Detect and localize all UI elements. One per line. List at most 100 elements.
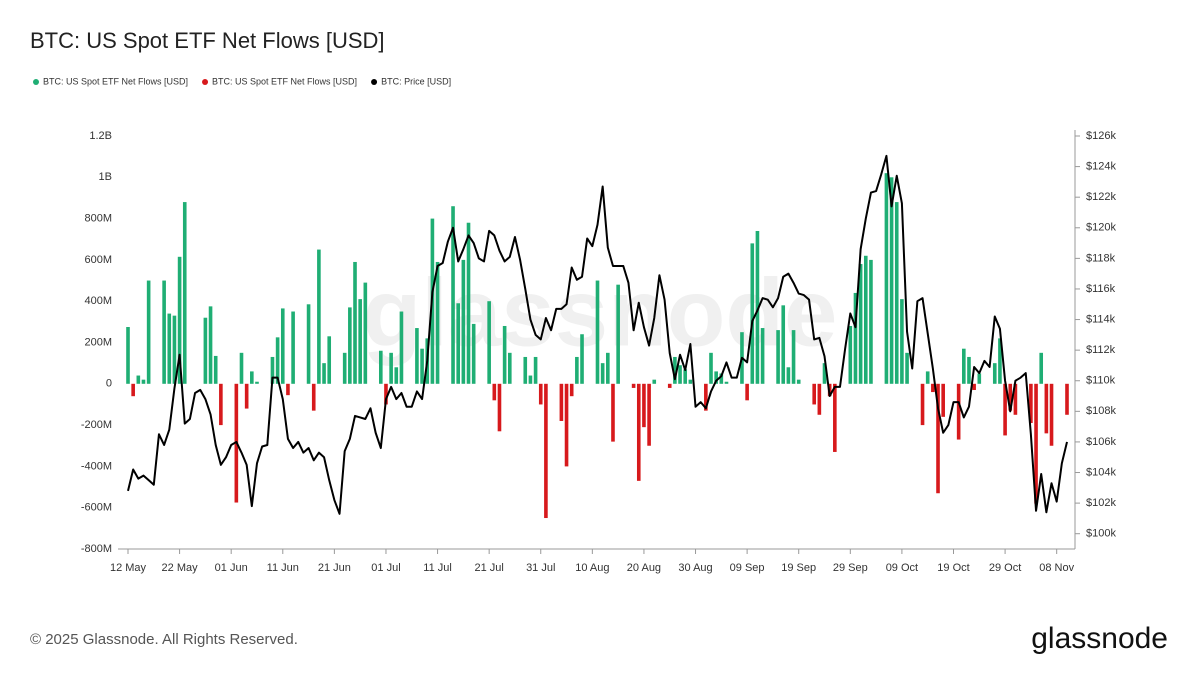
bar — [322, 363, 326, 384]
bar — [502, 325, 507, 384]
bar — [863, 255, 868, 384]
bar — [461, 259, 466, 384]
y-tick-label: -800M — [81, 543, 112, 555]
bar — [342, 352, 347, 384]
bar — [559, 383, 564, 421]
bar — [992, 363, 997, 384]
bar — [363, 282, 368, 384]
bar — [177, 256, 182, 384]
bar — [595, 280, 600, 384]
bar — [291, 311, 295, 384]
y2-tick-label: $114k — [1086, 313, 1116, 325]
bar — [213, 355, 218, 384]
bar — [1065, 383, 1069, 415]
legend-label: BTC: US Spot ETF Net Flows [USD] — [212, 76, 357, 86]
bar — [647, 383, 651, 446]
bar — [394, 367, 399, 384]
y-tick-label: -200M — [81, 419, 112, 431]
bar — [311, 383, 316, 411]
bar — [972, 383, 976, 390]
y2-tick-label: $102k — [1086, 497, 1116, 509]
bar — [379, 350, 383, 384]
bar — [884, 173, 889, 384]
bar — [848, 325, 853, 384]
bar — [126, 327, 130, 384]
bar — [172, 315, 177, 384]
bar — [750, 243, 755, 384]
bar — [471, 323, 476, 384]
bar — [941, 383, 945, 417]
y2-tick-label: $100k — [1086, 528, 1116, 540]
bar — [569, 383, 574, 397]
bar — [575, 356, 579, 384]
bar — [631, 383, 636, 388]
y-tick-label: 200M — [84, 336, 112, 348]
x-tick-label: 19 Sep — [781, 562, 816, 574]
bar — [1003, 383, 1007, 436]
bar — [683, 369, 688, 384]
bar — [858, 264, 863, 384]
bar — [544, 383, 548, 519]
y2-tick-label: $116k — [1086, 283, 1116, 295]
y2-tick-label: $106k — [1086, 436, 1116, 448]
y2-tick-label: $124k — [1086, 160, 1116, 172]
x-tick-label: 29 Oct — [989, 562, 1021, 574]
bar — [812, 383, 816, 405]
legend-marker — [202, 79, 209, 85]
x-tick-label: 08 Nov — [1039, 562, 1074, 574]
bar — [280, 308, 285, 384]
x-tick-label: 31 Jul — [526, 562, 555, 574]
bar — [724, 381, 729, 384]
bar — [244, 383, 249, 409]
y-tick-label: -600M — [81, 502, 112, 514]
y2-tick-label: $104k — [1086, 466, 1116, 478]
bar — [853, 292, 858, 384]
bar — [564, 383, 569, 467]
y2-tick-label: $120k — [1086, 222, 1116, 234]
bar — [905, 352, 909, 384]
y-tick-label: 1.2B — [89, 130, 112, 142]
bar — [131, 383, 135, 397]
y-tick-label: 0 — [106, 378, 112, 390]
bar — [796, 379, 801, 384]
y2-tick-label: $112k — [1086, 344, 1116, 356]
bar — [1029, 383, 1033, 424]
bar — [141, 379, 146, 384]
y2-tick-label: $108k — [1086, 405, 1116, 417]
y-tick-label: 1B — [99, 171, 112, 183]
bar — [931, 383, 935, 393]
bar — [353, 261, 357, 384]
bar — [636, 383, 641, 481]
x-tick-label: 29 Sep — [833, 562, 868, 574]
bar — [1013, 383, 1018, 415]
price-line — [127, 154, 1068, 515]
x-tick-label: 09 Sep — [730, 562, 765, 574]
bar — [389, 352, 393, 384]
y2-tick-label: $122k — [1086, 191, 1116, 203]
bar — [776, 330, 780, 384]
bar — [208, 306, 213, 384]
bar — [889, 177, 894, 384]
bar — [250, 371, 254, 384]
bar — [652, 379, 657, 384]
bar — [936, 383, 940, 494]
bar — [492, 383, 497, 401]
bar — [894, 202, 899, 384]
bar — [317, 249, 321, 384]
bar — [384, 383, 388, 405]
bar — [239, 352, 244, 384]
bar — [977, 373, 982, 384]
bar — [1008, 383, 1013, 411]
x-tick-label: 30 Aug — [678, 562, 712, 574]
bar — [306, 304, 311, 384]
bar — [760, 328, 765, 384]
bar — [755, 230, 760, 384]
bar — [528, 375, 533, 384]
legend-marker — [33, 79, 39, 85]
x-tick-label: 09 Oct — [886, 562, 918, 574]
bar — [1049, 383, 1054, 446]
x-tick-label: 10 Aug — [575, 562, 609, 574]
bar — [642, 383, 646, 428]
bar — [833, 383, 837, 452]
bar — [167, 313, 172, 384]
